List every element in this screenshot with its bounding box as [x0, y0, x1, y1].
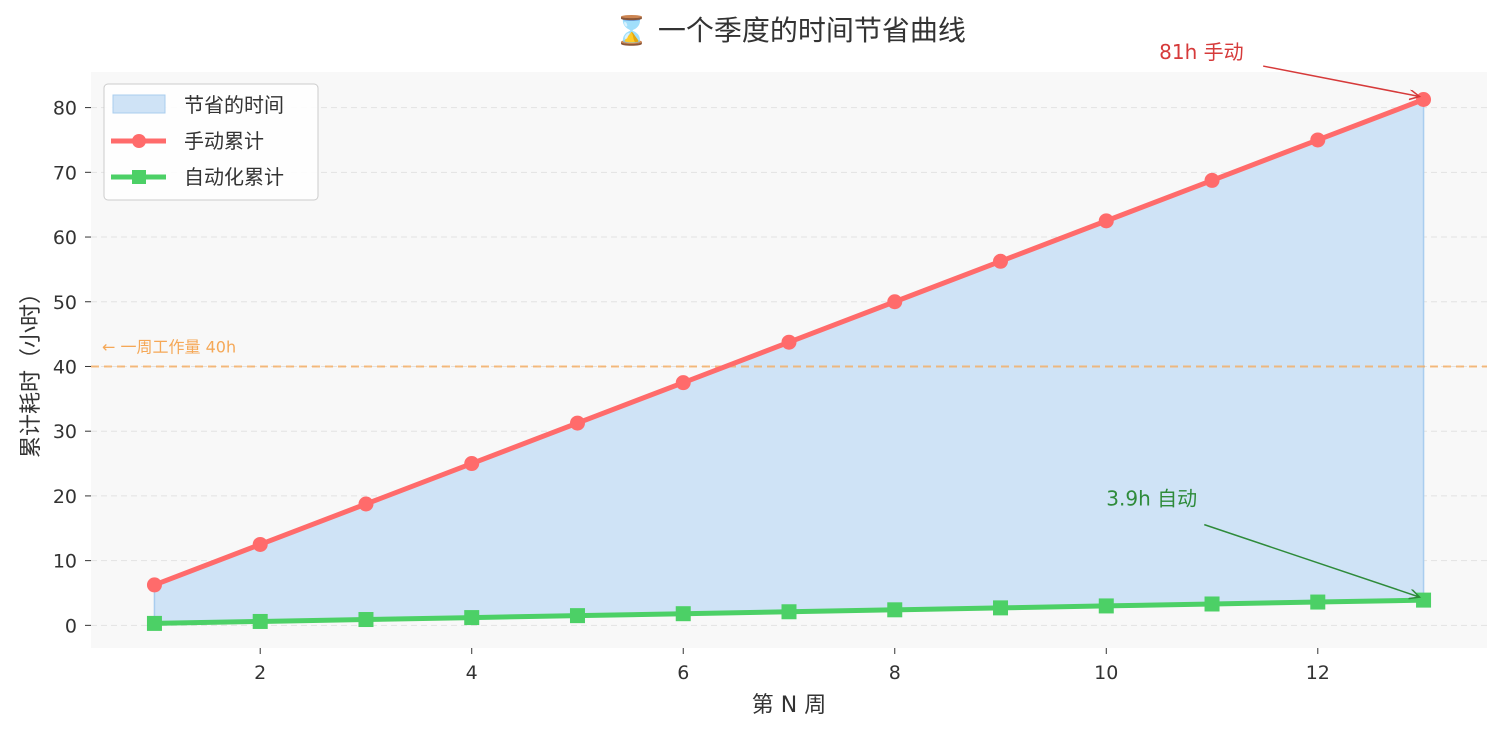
chart-title: ⌛ 一个季度的时间节省曲线	[614, 14, 966, 47]
data-point-auto	[887, 602, 903, 618]
x-tick-label: 4	[466, 662, 478, 684]
x-tick-label: 8	[889, 662, 901, 684]
legend-label-fill: 节省的时间	[184, 93, 284, 117]
data-point-manual	[569, 415, 585, 431]
data-point-manual	[675, 375, 691, 391]
data-point-manual	[1098, 213, 1114, 229]
x-axis-label: 第 N 周	[752, 693, 826, 718]
reference-label: ← 一周工作量 40h	[102, 337, 236, 356]
annotation-label: 81h 手动	[1159, 40, 1243, 64]
data-point-auto	[252, 613, 268, 629]
legend-marker-manual	[132, 134, 146, 148]
annotation-arrow	[1204, 523, 1419, 597]
data-point-auto	[146, 615, 162, 631]
data-point-manual	[146, 577, 162, 593]
data-point-auto	[569, 608, 585, 624]
data-point-auto	[358, 612, 374, 628]
data-point-auto	[1204, 596, 1220, 612]
legend-label-auto: 自动化累计	[184, 165, 284, 189]
y-tick-label: 50	[53, 292, 77, 314]
data-point-auto	[675, 606, 691, 622]
data-point-manual	[252, 536, 268, 552]
data-point-manual	[1310, 132, 1326, 148]
data-point-auto	[1416, 592, 1432, 608]
y-tick-label: 20	[53, 486, 77, 508]
data-point-manual	[464, 456, 480, 472]
legend-label-manual: 手动累计	[184, 129, 264, 153]
x-tick-label: 6	[677, 662, 689, 684]
y-tick-label: 0	[65, 615, 77, 637]
series-layer	[146, 92, 1432, 631]
x-tick-label: 12	[1306, 662, 1330, 684]
data-point-auto	[993, 600, 1009, 616]
legend-fill-swatch	[112, 94, 166, 114]
data-point-manual	[358, 496, 374, 512]
data-point-manual	[887, 294, 903, 310]
data-point-auto	[1098, 598, 1114, 614]
annotation-layer: 81h 手动 3.9h 自动	[1106, 40, 1419, 597]
data-point-auto	[1310, 594, 1326, 610]
reference-layer: ← 一周工作量 40h	[91, 337, 1487, 368]
data-point-manual	[993, 253, 1009, 269]
legend-marker-auto	[132, 170, 146, 184]
data-point-manual	[1416, 92, 1432, 108]
data-point-auto	[464, 610, 480, 626]
y-tick-label: 10	[53, 551, 77, 573]
y-tick-label: 30	[53, 421, 77, 443]
annotation-arrow	[1263, 65, 1419, 96]
data-point-manual	[1204, 172, 1220, 188]
data-point-auto	[781, 604, 797, 620]
x-tick-label: 2	[254, 662, 266, 684]
x-tick-label: 10	[1094, 662, 1118, 684]
y-tick-label: 70	[53, 162, 77, 184]
y-axis-label: 累计耗时（小时）	[19, 282, 44, 458]
data-point-manual	[781, 334, 797, 350]
legend: 节省的时间 手动累计 自动化累计	[103, 83, 319, 201]
y-tick-label: 80	[53, 98, 77, 120]
y-tick-label: 60	[53, 227, 77, 249]
axis-layer: 0 10 20 30 40 50 60 70 80 2 4 6 8 10 12	[53, 98, 1330, 684]
y-tick-label: 40	[53, 356, 77, 378]
annotation-label: 3.9h 自动	[1106, 487, 1197, 511]
